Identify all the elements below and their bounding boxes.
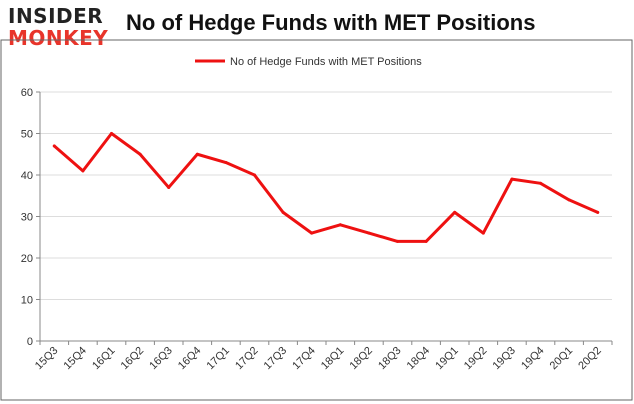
data-point bbox=[81, 169, 85, 173]
x-tick-label: 17Q3 bbox=[262, 345, 290, 373]
x-tick-label: 15Q4 bbox=[61, 345, 89, 373]
data-point bbox=[195, 152, 199, 156]
chart-title: No of Hedge Funds with MET Positions bbox=[126, 10, 536, 35]
x-tick-label: 18Q2 bbox=[347, 345, 375, 373]
data-point bbox=[424, 239, 428, 243]
series-line-0 bbox=[52, 132, 600, 243]
x-tick-label: 18Q1 bbox=[319, 345, 347, 373]
x-tick-label: 20Q2 bbox=[576, 345, 604, 373]
x-tick-label: 16Q1 bbox=[90, 345, 118, 373]
logo-text-monkey: MONKEY bbox=[8, 26, 109, 50]
x-tick-label: 19Q1 bbox=[433, 345, 461, 373]
x-tick-label: 18Q3 bbox=[376, 345, 404, 373]
y-tick-label: 0 bbox=[27, 336, 33, 348]
data-point bbox=[167, 185, 171, 189]
data-point bbox=[453, 210, 457, 214]
series-group bbox=[52, 132, 600, 243]
x-tick-labels: 15Q3 15Q4 16Q1 16Q2 16Q3 16Q4 17Q1 17Q2 17Q3 17Q4… bbox=[33, 345, 604, 373]
x-tick-label: 15Q3 bbox=[33, 345, 61, 373]
data-point bbox=[310, 231, 314, 235]
logo-text-insider: INSIDER bbox=[8, 4, 104, 28]
x-tick-label: 18Q4 bbox=[405, 345, 433, 373]
y-tick-label: 30 bbox=[21, 212, 33, 224]
data-point bbox=[253, 173, 256, 177]
x-tick-label: 19Q3 bbox=[490, 345, 518, 373]
data-point bbox=[338, 223, 342, 227]
x-tick-label: 17Q1 bbox=[204, 345, 232, 373]
axes bbox=[36, 91, 613, 345]
x-tick-label: 17Q4 bbox=[290, 345, 318, 373]
x-tick-label: 16Q3 bbox=[147, 345, 175, 373]
y-tick-label: 10 bbox=[21, 295, 33, 307]
x-tick-label: 17Q2 bbox=[233, 345, 261, 373]
x-tick-label: 19Q2 bbox=[462, 345, 490, 373]
data-point bbox=[367, 231, 371, 235]
data-point bbox=[138, 152, 142, 156]
insider-monkey-logo: INSIDER MONKEY bbox=[6, 4, 118, 50]
legend-label: No of Hedge Funds with MET Positions bbox=[230, 56, 422, 68]
legend: No of Hedge Funds with MET Positions bbox=[195, 56, 422, 68]
data-point bbox=[224, 161, 228, 165]
data-point bbox=[396, 239, 399, 243]
x-tick-label: 16Q2 bbox=[119, 345, 147, 373]
grid-lines bbox=[40, 91, 612, 300]
y-tick-label: 20 bbox=[21, 253, 33, 265]
y-tick-labels: 0 10 20 30 40 50 60 bbox=[21, 87, 33, 348]
data-point bbox=[567, 198, 571, 202]
data-point bbox=[110, 132, 113, 135]
data-point bbox=[52, 144, 56, 148]
data-point bbox=[596, 210, 600, 214]
data-point bbox=[281, 210, 285, 214]
x-tick-label: 20Q1 bbox=[548, 345, 576, 373]
data-point bbox=[510, 177, 514, 181]
y-tick-label: 50 bbox=[21, 129, 33, 141]
x-tick-label: 16Q4 bbox=[176, 345, 204, 373]
y-tick-label: 60 bbox=[21, 87, 33, 99]
y-tick-label: 40 bbox=[21, 170, 33, 182]
x-tick-label: 19Q4 bbox=[519, 345, 547, 373]
data-point bbox=[539, 181, 542, 185]
chart-frame bbox=[0, 39, 633, 401]
data-point bbox=[481, 231, 485, 235]
